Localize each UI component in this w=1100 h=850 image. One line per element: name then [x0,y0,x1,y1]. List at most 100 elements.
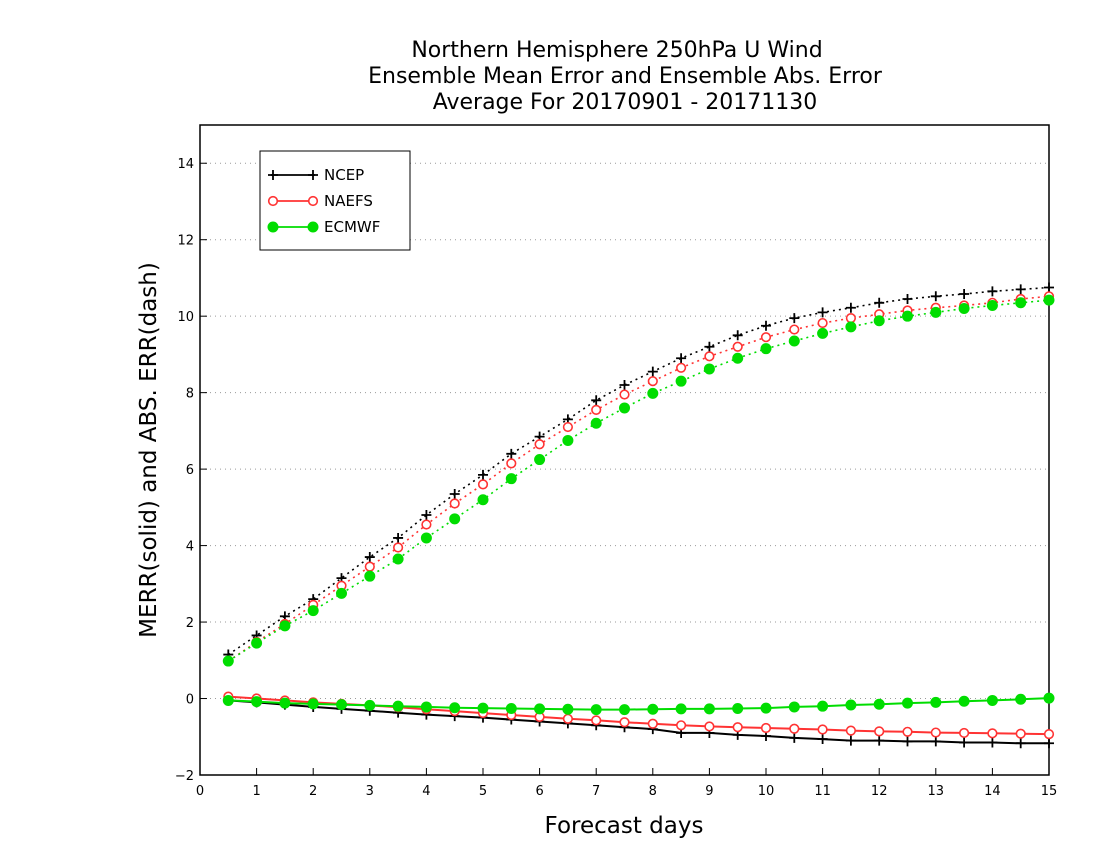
plot-frame [199,124,1050,776]
ecmwf-merr-point [788,701,800,713]
naefs-merr-point [647,718,658,729]
ecmwf-merr-point [336,699,347,711]
ecmwf-merr-point [279,697,291,709]
ecmwf-merr-point [1015,693,1027,705]
ncep-merr-point [902,736,913,747]
ncep-abs-err-point [959,289,970,299]
ncep-merr-point [987,737,998,748]
ecmwf-abs-err-point [534,454,546,466]
legend-label-ncep: NCEP [324,166,364,184]
naefs-abs-err-point [591,404,602,415]
x-tick-label: 10 [758,784,775,799]
ecmwf-abs-err-point [364,570,376,582]
ecmwf-merr-point [958,695,970,707]
ncep-merr-point [959,737,970,748]
naefs-merr-point [562,713,574,724]
ncep-merr-point [1044,738,1054,749]
ncep-merr-point [789,732,800,743]
x-tick-label: 6 [535,784,543,799]
ecmwf-abs-err-point [619,402,630,414]
ecmwf-merr-point [562,703,574,715]
ecmwf-abs-err-point [420,532,432,544]
x-tick-label: 9 [705,784,713,799]
ecmwf-merr-point [760,702,772,714]
legend-label-naefs: NAEFS [324,192,373,210]
x-tick-label: 12 [871,784,888,799]
naefs-merr-point [845,725,857,736]
naefs-merr-point [675,720,687,731]
naefs-merr-point [958,727,970,739]
naefs-abs-err-point [421,519,432,530]
title-line-3: Average For 20170901 - 20171130 [433,90,818,115]
ncep-abs-err-point [676,353,687,364]
ecmwf-merr-point [675,703,687,715]
title-line-2: Ensemble Mean Error and Ensemble Abs. Er… [368,64,883,89]
x-tick-label: 7 [592,784,600,799]
ncep-merr-point [1015,738,1026,749]
ecmwf-abs-err-point [392,553,404,565]
naefs-merr-point [930,727,941,738]
naefs-merr-point [591,715,602,726]
naefs-merr-point [902,726,913,737]
ecmwf-merr-point [392,700,404,712]
ecmwf-merr-point [986,694,998,706]
y-tick-label: 14 [177,157,194,172]
series-layer [222,282,1055,749]
naefs-abs-err-line [227,295,1050,662]
ecmwf-merr-point [873,698,885,710]
naefs-abs-err-point [449,498,460,509]
ecmwf-abs-err-point [590,417,602,429]
naefs-abs-err-point [732,341,743,352]
ecmwf-merr-point [534,703,546,715]
x-tick-label: 14 [984,784,1001,799]
y-tick-label: 0 [186,693,194,708]
legend-marker-ecmwf [267,221,279,233]
x-tick-label: 13 [928,784,945,799]
ncep-abs-err-point [902,293,913,304]
ecmwf-abs-err-point [930,306,942,318]
y-tick-label: 2 [186,616,194,631]
naefs-abs-err-point [845,312,857,324]
ecmwf-merr-point [845,699,857,711]
ecmwf-abs-err-point [788,335,800,347]
ecmwf-abs-err-point [732,352,744,364]
naefs-merr-point [874,726,885,737]
y-tick-label: 10 [177,310,194,325]
naefs-merr-point [817,724,828,735]
legend: NCEP NAEFS ECMWF [259,150,411,251]
ecmwf-merr-point [307,698,319,710]
ecmwf-merr-point [1043,692,1055,704]
ecmwf-abs-err-point [449,513,461,525]
ncep-abs-err-point [761,320,771,331]
ncep-abs-err-point [930,291,941,302]
ncep-abs-err-line [227,286,1050,656]
ncep-abs-err-point [987,286,998,297]
legend-marker-naefs [267,195,279,207]
ncep-abs-err-point [732,330,743,341]
x-tick-label: 11 [814,784,831,799]
x-axis-label: Forecast days [545,813,704,839]
naefs-abs-err-point [393,542,404,553]
ncep-abs-err-point [421,510,432,520]
x-tick-label: 8 [649,784,657,799]
ncep-abs-err-point [449,488,460,499]
ecmwf-abs-err-point [251,637,263,649]
ecmwf-abs-err-point [477,494,489,506]
ncep-abs-err-point [619,380,630,390]
ecmwf-abs-err-point [958,303,970,315]
ecmwf-abs-err-point [1043,294,1055,306]
naefs-abs-err-point [789,324,800,335]
ecmwf-merr-point [222,694,234,706]
ecmwf-abs-err-point [703,363,715,375]
ncep-abs-err-point [789,313,800,324]
ncep-abs-err-point [1044,282,1054,293]
ecmwf-abs-err-point [817,327,829,339]
naefs-merr-point [1015,728,1026,739]
ecmwf-merr-point [364,699,376,711]
y-axis-label: MERR(solid) and ABS. ERR(dash) [136,262,162,638]
legend-marker-naefs [307,195,319,207]
ncep-abs-err-point [1015,284,1026,295]
legend-label-ecmwf: ECMWF [324,218,380,236]
naefs-abs-err-point [364,561,375,572]
